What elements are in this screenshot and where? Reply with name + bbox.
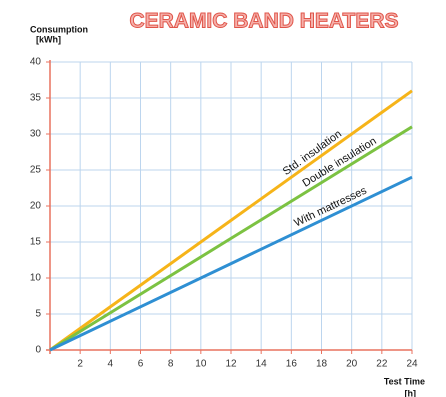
y-tick-label: 20 (30, 201, 42, 212)
series-label: With mattresses (292, 184, 369, 229)
y-axis-label: Consumption (30, 24, 88, 34)
y-tick-label: 15 (30, 237, 42, 248)
x-tick-label: 22 (376, 359, 388, 370)
y-tick-label: 0 (35, 345, 41, 356)
x-tick-label: 10 (195, 359, 207, 370)
x-tick-label: 18 (316, 359, 328, 370)
x-tick-label: 2 (77, 359, 83, 370)
y-tick-label: 10 (30, 273, 42, 284)
x-axis-label: Test Time (384, 376, 425, 386)
y-tick-label: 35 (30, 93, 42, 104)
y-tick-label: 30 (30, 129, 42, 140)
x-axis-label: [h] (405, 388, 417, 397)
x-tick-label: 12 (225, 359, 237, 370)
y-axis-label: [kWh] (36, 34, 61, 44)
y-tick-label: 25 (30, 165, 42, 176)
x-tick-label: 24 (406, 359, 418, 370)
x-tick-label: 14 (256, 359, 268, 370)
y-tick-label: 5 (35, 309, 41, 320)
x-tick-label: 20 (346, 359, 358, 370)
x-tick-label: 6 (138, 359, 144, 370)
series-line (49, 175, 413, 352)
x-tick-label: 8 (168, 359, 174, 370)
x-tick-label: 4 (108, 359, 114, 370)
series-line (49, 89, 413, 352)
chart-title: CERAMIC BAND HEATERS (129, 10, 398, 33)
y-tick-label: 40 (30, 57, 42, 68)
x-tick-label: 16 (286, 359, 298, 370)
series-line (49, 125, 413, 352)
